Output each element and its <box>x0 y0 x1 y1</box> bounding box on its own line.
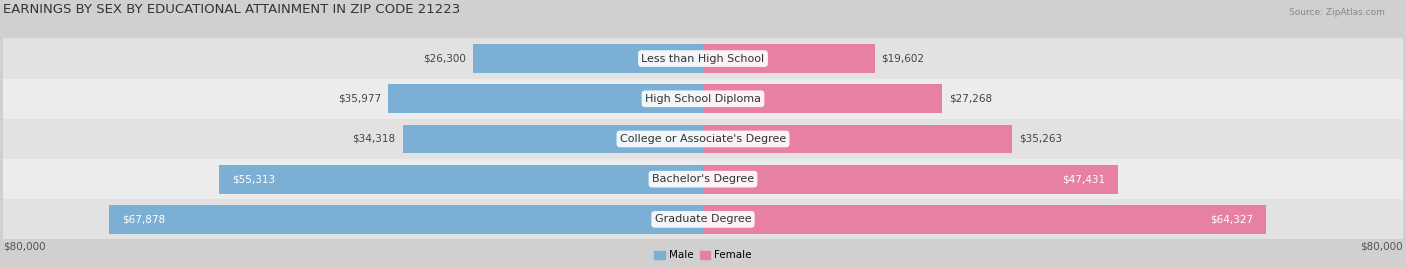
Text: Bachelor's Degree: Bachelor's Degree <box>652 174 754 184</box>
Text: $34,318: $34,318 <box>353 134 395 144</box>
Text: $80,000: $80,000 <box>3 241 45 251</box>
Text: $19,602: $19,602 <box>882 54 925 64</box>
Text: $64,327: $64,327 <box>1209 214 1253 224</box>
Text: College or Associate's Degree: College or Associate's Degree <box>620 134 786 144</box>
Bar <box>3 159 1403 199</box>
Text: $80,000: $80,000 <box>1361 241 1403 251</box>
Text: High School Diploma: High School Diploma <box>645 94 761 104</box>
Bar <box>402 125 703 154</box>
Text: $55,313: $55,313 <box>232 174 276 184</box>
Bar <box>388 84 703 113</box>
Text: $27,268: $27,268 <box>949 94 991 104</box>
Text: $67,878: $67,878 <box>122 214 165 224</box>
Text: Graduate Degree: Graduate Degree <box>655 214 751 224</box>
Bar <box>703 84 942 113</box>
Bar <box>703 165 1118 194</box>
Text: EARNINGS BY SEX BY EDUCATIONAL ATTAINMENT IN ZIP CODE 21223: EARNINGS BY SEX BY EDUCATIONAL ATTAINMEN… <box>3 3 460 16</box>
Text: $35,977: $35,977 <box>337 94 381 104</box>
Bar <box>108 205 703 234</box>
Legend: Male, Female: Male, Female <box>650 246 756 265</box>
Bar <box>3 199 1403 240</box>
Text: $26,300: $26,300 <box>423 54 465 64</box>
Bar <box>3 119 1403 159</box>
Text: $35,263: $35,263 <box>1019 134 1062 144</box>
Bar <box>3 39 1403 79</box>
Bar <box>703 205 1265 234</box>
Bar <box>472 44 703 73</box>
Text: Less than High School: Less than High School <box>641 54 765 64</box>
Bar <box>219 165 703 194</box>
Text: $47,431: $47,431 <box>1062 174 1105 184</box>
Bar <box>703 125 1012 154</box>
Text: Source: ZipAtlas.com: Source: ZipAtlas.com <box>1289 8 1385 17</box>
Bar <box>703 44 875 73</box>
Bar <box>3 79 1403 119</box>
